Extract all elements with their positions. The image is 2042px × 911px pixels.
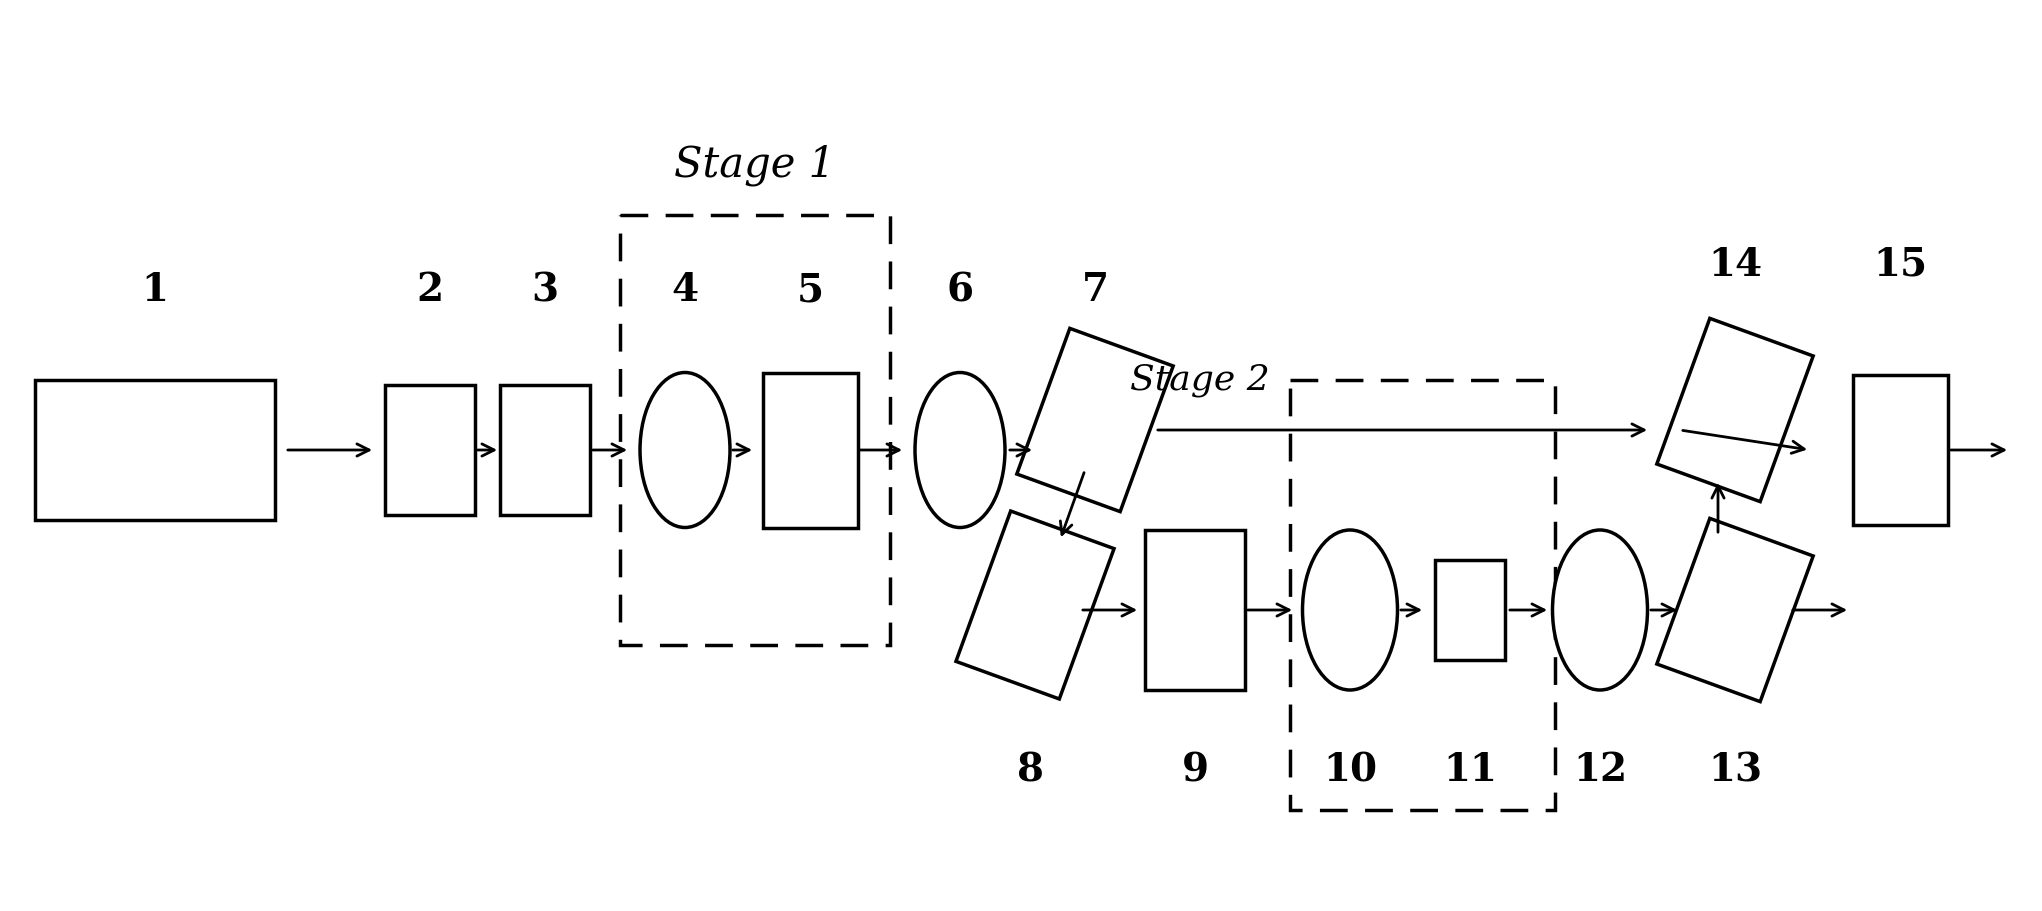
Text: 8: 8: [1017, 751, 1043, 789]
Bar: [35, 380, 276, 520]
Bar: [1436, 560, 1505, 660]
Text: 13: 13: [1707, 751, 1762, 789]
Text: 6: 6: [945, 271, 974, 309]
Text: 4: 4: [672, 271, 698, 309]
Text: 10: 10: [1323, 751, 1376, 789]
Bar: [500, 385, 590, 515]
Text: Stage 2: Stage 2: [1129, 363, 1270, 397]
Ellipse shape: [915, 373, 1005, 527]
Text: 11: 11: [1444, 751, 1497, 789]
Bar: [762, 373, 858, 527]
Text: 7: 7: [1082, 271, 1109, 309]
Text: 14: 14: [1707, 246, 1762, 284]
Polygon shape: [1656, 518, 1813, 701]
Polygon shape: [956, 511, 1115, 699]
Bar: [1291, 380, 1556, 810]
Bar: [1146, 530, 1246, 690]
Text: 15: 15: [1873, 246, 1928, 284]
Polygon shape: [1656, 318, 1813, 502]
Polygon shape: [1017, 328, 1174, 512]
Ellipse shape: [1552, 530, 1648, 690]
Ellipse shape: [639, 373, 729, 527]
Ellipse shape: [1303, 530, 1397, 690]
Bar: [621, 215, 890, 645]
Text: 2: 2: [417, 271, 443, 309]
Text: 3: 3: [531, 271, 560, 309]
Bar: [1852, 375, 1948, 525]
Text: 12: 12: [1572, 751, 1627, 789]
Text: 5: 5: [796, 271, 823, 309]
Bar: [386, 385, 476, 515]
Text: 1: 1: [141, 271, 169, 309]
Text: 9: 9: [1182, 751, 1209, 789]
Text: Stage 1: Stage 1: [674, 144, 835, 186]
